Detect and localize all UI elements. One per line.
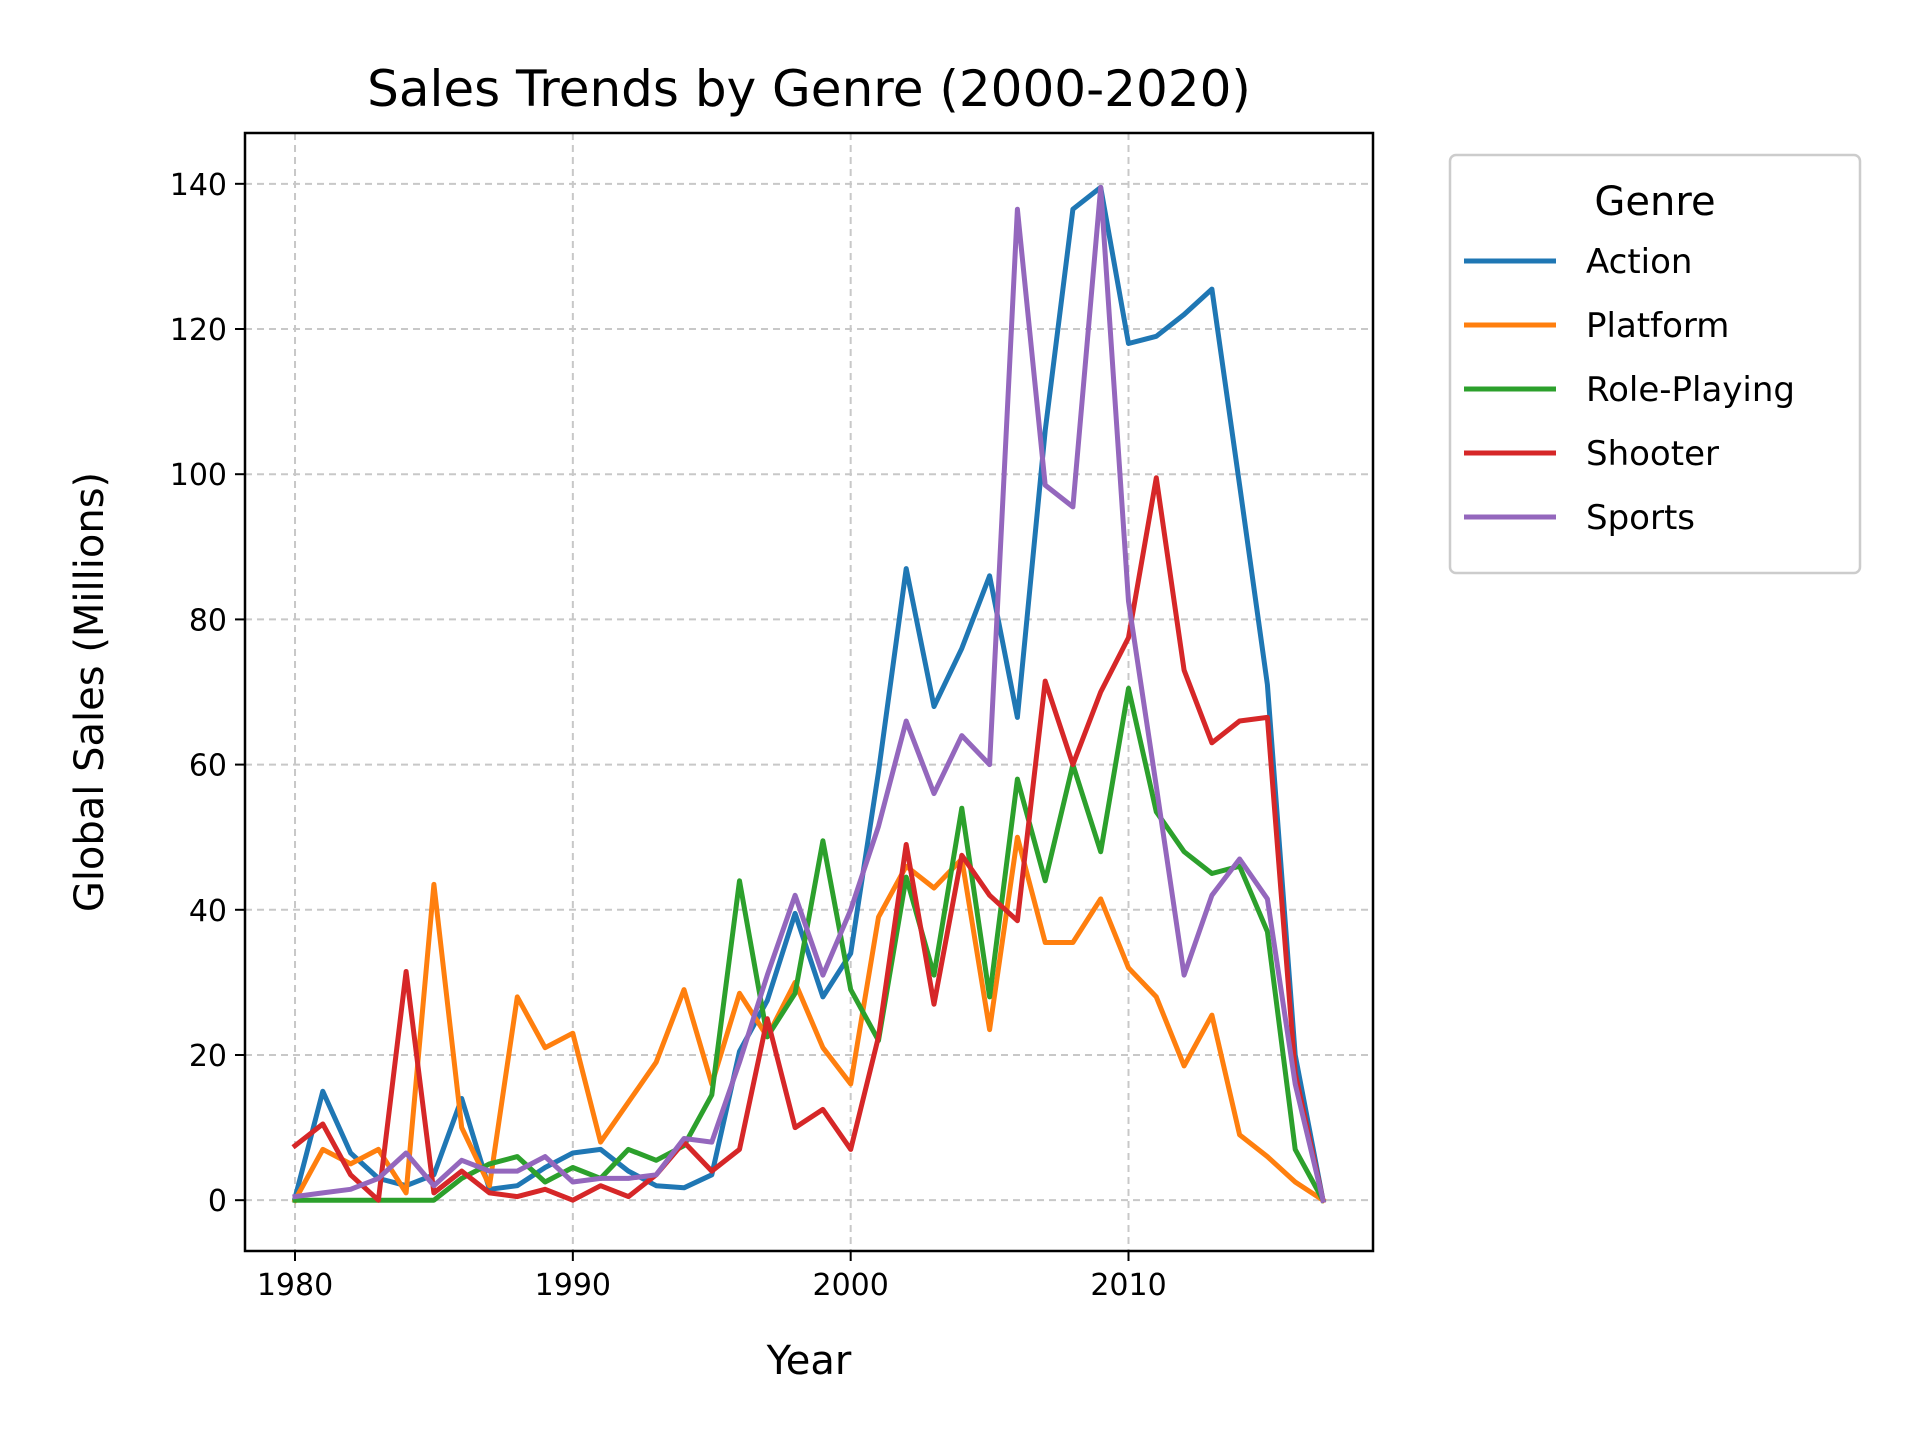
- y-tick-label: 60: [189, 749, 227, 784]
- series-line-platform: [291, 834, 1327, 1204]
- y-tick-label: 40: [189, 894, 227, 929]
- series-line-sports: [292, 184, 1327, 1204]
- y-axis-title: Global Sales (Millions): [67, 472, 113, 912]
- series-lines: [291, 184, 1327, 1204]
- legend-items: Action Platform Role-Playing Shooter Sports: [1464, 242, 1795, 538]
- y-tick-label: 120: [170, 313, 227, 348]
- plot-frame: [243, 131, 1375, 1253]
- legend-label: Action: [1586, 242, 1692, 282]
- legend-label: Shooter: [1586, 434, 1719, 474]
- y-tick-label: 140: [170, 168, 227, 203]
- x-axis-title: Year: [766, 1338, 852, 1384]
- legend-item-shooter: Shooter: [1464, 434, 1719, 474]
- y-tick-label: 80: [189, 603, 227, 638]
- y-tick-label: 20: [189, 1039, 227, 1074]
- legend-item-action: Action: [1464, 242, 1692, 282]
- legend-item-sports: Sports: [1464, 498, 1695, 538]
- series-line-shooter: [291, 475, 1326, 1204]
- legend-item-role-playing: Role-Playing: [1464, 370, 1795, 410]
- x-tick-label: 1990: [535, 1268, 611, 1303]
- legend: Genre Action Platform Role-Playing Shooter S…: [1448, 153, 1862, 575]
- x-tick-label: 2000: [812, 1268, 888, 1303]
- y-tick-label: 100: [170, 458, 227, 493]
- axis-ticks: 1980 1990 2000 2010 0 20 40 60 80 100 120 140: [170, 168, 1167, 1303]
- x-tick-label: 1980: [257, 1268, 333, 1303]
- series-line-action: [291, 184, 1326, 1204]
- legend-title: Genre: [1594, 179, 1715, 225]
- legend-label: Role-Playing: [1586, 370, 1795, 410]
- legend-label: Platform: [1586, 306, 1729, 346]
- chart-title: Sales Trends by Genre (2000-2020): [367, 60, 1251, 118]
- x-tick-label: 2010: [1090, 1268, 1166, 1303]
- legend-label: Sports: [1586, 498, 1695, 538]
- y-tick-label: 0: [208, 1184, 227, 1219]
- legend-item-platform: Platform: [1464, 306, 1729, 346]
